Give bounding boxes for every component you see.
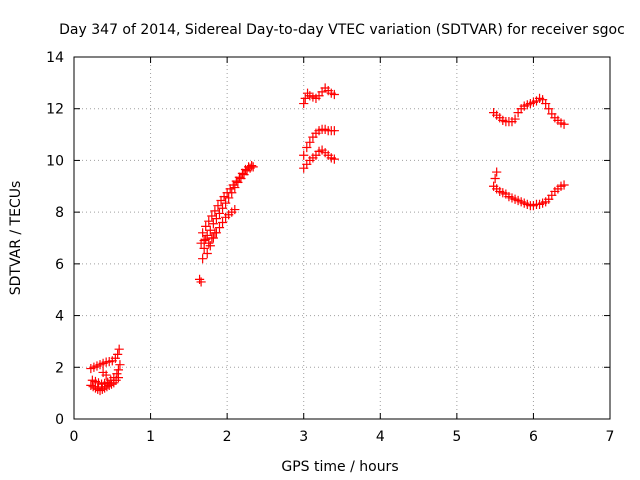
data-point: [510, 114, 520, 124]
data-point: [115, 360, 125, 370]
x-tick-label: 0: [70, 429, 79, 445]
data-point: [210, 206, 220, 216]
x-tick-label: 1: [146, 429, 155, 445]
data-point: [213, 201, 223, 211]
data-point: [202, 248, 212, 259]
data-point: [544, 104, 554, 114]
y-tick-label: 12: [46, 102, 64, 118]
data-point: [490, 173, 500, 184]
y-tick-label: 8: [55, 205, 64, 221]
data-point: [559, 119, 569, 129]
data-point: [204, 216, 214, 226]
y-axis-label: SDTVAR / TECUs: [8, 181, 24, 296]
x-tick-label: 7: [606, 429, 615, 445]
data-point: [492, 167, 502, 177]
data-point: [112, 369, 122, 379]
data-point: [230, 204, 240, 215]
x-tick-label: 3: [299, 429, 308, 445]
x-tick-label: 4: [376, 429, 385, 445]
x-tick-label: 6: [529, 429, 538, 445]
data-point: [207, 211, 217, 221]
y-tick-label: 10: [46, 153, 64, 169]
axis-ticks: [73, 56, 611, 420]
data-point: [329, 126, 339, 136]
x-tick-label: 2: [223, 429, 232, 445]
data-point: [559, 180, 569, 190]
plot-frame: [73, 56, 611, 420]
data-point: [210, 228, 220, 238]
data-point: [204, 238, 214, 248]
data-point: [198, 254, 208, 264]
y-tick-label: 14: [46, 50, 64, 66]
y-tick-label: 6: [55, 257, 64, 273]
data-point: [224, 193, 234, 203]
data-point: [299, 98, 309, 109]
data-point: [302, 142, 312, 153]
data-point: [299, 150, 309, 160]
data-point: [198, 228, 208, 238]
data-point: [113, 365, 124, 375]
y-tick-label: 0: [55, 412, 64, 428]
data-point: [101, 370, 111, 380]
data-point: [247, 161, 257, 171]
data-point: [217, 217, 228, 228]
grid-lines: [74, 57, 610, 419]
data-point: [114, 344, 124, 354]
data-point: [329, 89, 339, 100]
data-point: [196, 277, 206, 287]
data-point: [214, 223, 225, 233]
data-point: [541, 98, 551, 109]
data-point: [305, 137, 315, 147]
data-point: [113, 349, 123, 359]
data-point: [329, 154, 339, 164]
x-tick-label: 5: [452, 429, 461, 445]
data-point: [199, 243, 209, 253]
data-point: [201, 221, 211, 231]
data-points: [86, 83, 569, 396]
chart-title: Day 347 of 2014, Sidereal Day-to-day VTE…: [59, 22, 625, 38]
x-axis-label: GPS time / hours: [281, 459, 398, 475]
y-tick-label: 2: [55, 360, 64, 376]
y-tick-label: 4: [55, 309, 64, 325]
data-point: [207, 233, 217, 243]
